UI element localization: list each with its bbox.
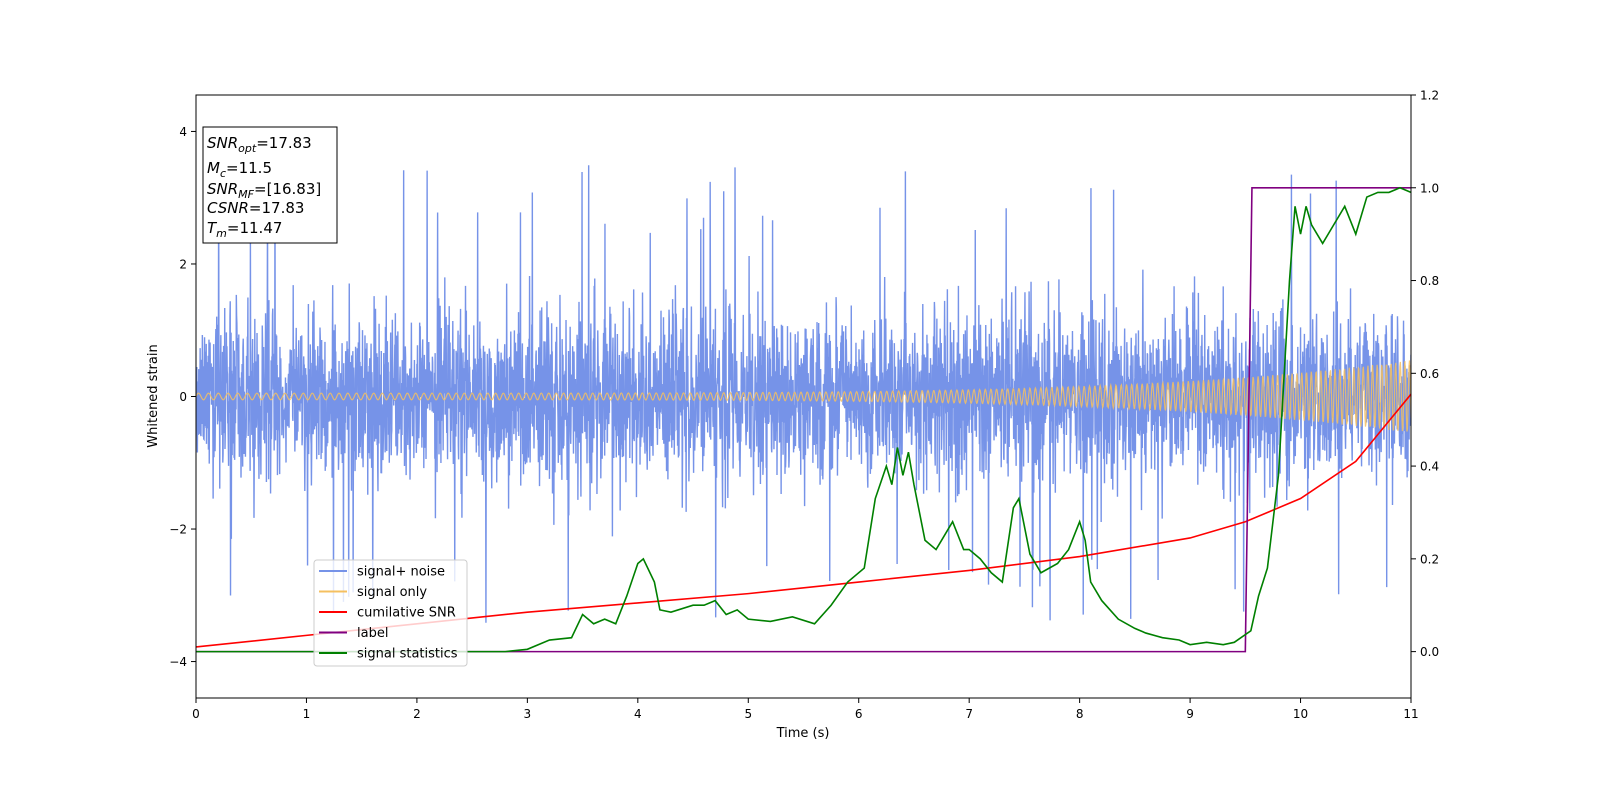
annotation-subscript: c bbox=[220, 167, 226, 180]
x-tick-label: 3 bbox=[524, 707, 532, 721]
legend-label-signal-statistics: signal statistics bbox=[357, 647, 458, 662]
signal-statistics-line bbox=[196, 186, 1411, 653]
annotation-subscript: MF bbox=[238, 188, 254, 201]
legend-label-cumilative-snr: cumilative SNR bbox=[357, 606, 456, 621]
y2-tick-label: 1.2 bbox=[1420, 89, 1439, 103]
y-tick-label: 2 bbox=[179, 257, 187, 271]
annotation-symbol: CSNR bbox=[207, 199, 249, 217]
y2-tick-label: 0.0 bbox=[1420, 645, 1439, 659]
annotation-box: SNRopt=17.83Mc=11.5SNRMF=[16.83]CSNR=17.… bbox=[202, 126, 338, 244]
x-tick-label: 5 bbox=[744, 707, 752, 721]
legend-label-signal-noise: signal+ noise bbox=[357, 565, 445, 580]
annotation-symbol: SNR bbox=[207, 180, 238, 198]
y-tick-label: 4 bbox=[179, 125, 187, 139]
annotation-subscript: opt bbox=[238, 142, 257, 155]
x-tick-label: 10 bbox=[1293, 707, 1308, 721]
annotation-symbol: SNR bbox=[207, 134, 238, 152]
annotation-subscript: m bbox=[216, 227, 227, 240]
annotation-line: SNRopt=17.83 bbox=[207, 134, 312, 155]
x-tick-label: 0 bbox=[192, 707, 200, 721]
y2-tick-label: 1.0 bbox=[1420, 181, 1439, 195]
x-axis-label: Time (s) bbox=[776, 726, 830, 741]
annotation-line: Tm=11.47 bbox=[207, 219, 282, 240]
y2-tick-label: 0.2 bbox=[1420, 552, 1439, 566]
x-tick-label: 2 bbox=[413, 707, 421, 721]
annotation-value: =17.83 bbox=[256, 134, 312, 152]
annotation-line: SNRMF=[16.83] bbox=[207, 180, 321, 201]
annotation-value: =11.47 bbox=[227, 219, 283, 237]
x-tick-label: 4 bbox=[634, 707, 642, 721]
x-tick-label: 6 bbox=[855, 707, 863, 721]
x-tick-label: 8 bbox=[1076, 707, 1084, 721]
signal-only-line bbox=[196, 360, 1411, 432]
y-tick-label: −2 bbox=[169, 523, 187, 537]
x-tick-label: 1 bbox=[303, 707, 311, 721]
y2-tick-label: 0.8 bbox=[1420, 274, 1439, 288]
y-tick-label: −4 bbox=[169, 655, 187, 669]
legend-frame bbox=[313, 559, 468, 667]
y-tick-label: 0 bbox=[179, 390, 187, 404]
legend: signal+ noise signal only cumilative SNR la… bbox=[313, 559, 468, 667]
annotation-value: =11.5 bbox=[226, 159, 272, 177]
annotation-value: =17.83 bbox=[249, 199, 305, 217]
legend-label-signal-only: signal only bbox=[357, 585, 427, 600]
x-tick-label: 9 bbox=[1186, 707, 1194, 721]
legend-label-label: label bbox=[357, 626, 388, 641]
y2-axis-ticks: 0.0 0.2 0.4 0.6 0.8 1.0 1.2 bbox=[1411, 89, 1439, 659]
annotation-symbol: T bbox=[207, 219, 218, 237]
annotation-symbol: M bbox=[207, 159, 220, 177]
y2-tick-label: 0.6 bbox=[1420, 367, 1439, 381]
x-axis-ticks: 0 1 2 3 4 5 6 7 8 9 10 11 bbox=[192, 698, 1419, 721]
annotation-value: =[16.83] bbox=[254, 180, 321, 198]
y-axis-label: Whitened strain bbox=[146, 344, 161, 447]
label-line bbox=[196, 186, 1411, 653]
y-axis-ticks: −4 −2 0 2 4 bbox=[169, 125, 196, 669]
annotation-frame bbox=[202, 126, 338, 244]
x-tick-label: 7 bbox=[965, 707, 973, 721]
annotation-line: CSNR=17.83 bbox=[207, 199, 304, 217]
y2-tick-label: 0.4 bbox=[1420, 460, 1439, 474]
annotation-line: Mc=11.5 bbox=[207, 159, 272, 180]
signal-noise-line bbox=[196, 165, 1411, 623]
x-tick-label: 11 bbox=[1403, 707, 1418, 721]
